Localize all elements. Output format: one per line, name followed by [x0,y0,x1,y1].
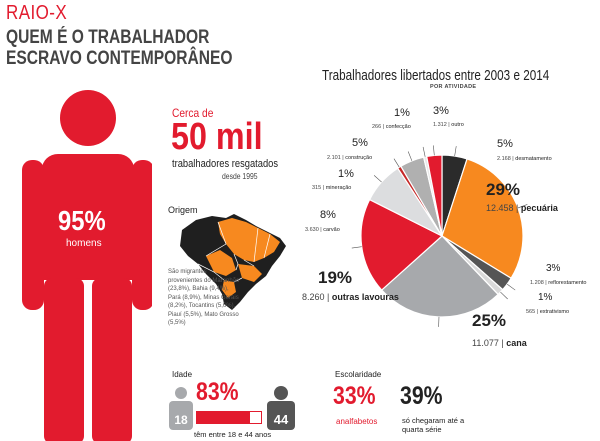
slice-pct-extrativismo: 1% [538,292,553,303]
men-percentage: 95% [58,205,106,236]
pie-slice-outras-lavouras [360,198,444,291]
slice-pct-outras-lavouras: 19% [318,268,352,287]
leader-line-pecuaria [517,204,528,209]
slice-name-confeccao: confecção [386,124,411,130]
leader-line-outras-lavouras [351,246,362,249]
slice-value-outro: 1.312 [433,122,447,128]
leader-line-reflorestamento [506,283,516,291]
leader-line-extrativismo [500,291,508,300]
education-label: Escolaridade [335,370,382,379]
slice-pct-cana: 25% [472,311,506,330]
leader-line-mineracao [393,158,400,168]
slice-pct-construcao: 5% [352,137,368,149]
slice-value-construcao: 2.101 [327,155,341,161]
school-label: só chegaram até a quarta série [402,416,465,434]
chart-title: Trabalhadores libertados entre 2003 e 20… [322,67,550,84]
brazil-map-icon [180,214,286,310]
slice-value-mineracao: 315 [312,185,321,191]
slice-value-confeccao: 266 [372,124,381,130]
illiterate-label: analfabetos [336,417,378,426]
rescued-number: 50 mil [171,116,263,158]
cerca-label: Cerca de [172,106,214,120]
leader-line-outro [433,145,435,156]
slice-name-construcao: construção [345,155,372,161]
slice-name-mineracao: mineração [326,185,352,191]
slice-value-pecuaria: 12.458 [486,203,514,213]
leader-line-desmatamento [454,146,457,157]
men-label: homens [66,238,102,249]
slice-label-outras-lavouras: 8.260 | outras lavouras [302,292,399,302]
slice-name-outras-lavouras: outras lavouras [332,292,399,302]
slice-pct-desmatamento: 5% [497,138,513,150]
rescued-since: desde 1995 [222,172,258,181]
slice-value-desmatamento: 2.168 [497,156,511,162]
rescued-label: trabalhadores resgatados [172,158,279,170]
man-figure-icon [22,90,152,441]
leader-line-carvao [373,175,382,183]
chart-subtitle: POR ATIVIDADE [430,84,477,90]
slice-name-outro: outro [451,122,464,128]
slice-value-cana: 11.077 [472,338,499,348]
age-max-value: 44 [274,412,289,427]
slice-name-extrativismo: extrativismo [540,309,569,315]
illiterate-percentage: 33% [333,382,376,410]
slice-value-extrativismo: 565 [526,309,535,315]
age-max-figure-icon: 44 [267,386,295,430]
slice-name-reflorestamento: reflorestamento [548,280,586,286]
kicker: RAIO-X [6,2,68,24]
slice-pct-reflorestamento: 3% [546,263,561,274]
slice-name-desmatamento: desmatamento [515,156,551,162]
age-min-figure-icon: 18 [169,387,193,430]
age-range-text: têm entre 18 e 44 anos [194,430,272,439]
slice-name-pecuaria: pecuária [521,203,559,213]
origin-text: São migrantes provenientes do Maranhão (… [168,269,240,326]
school-percentage: 39% [400,382,443,410]
slice-value-reflorestamento: 1.208 [530,280,544,286]
slice-label-cana: 11.077 | cana [472,338,528,348]
slice-label-reflorestamento: 1.208 | reflorestamento [530,280,586,286]
age-bar [196,411,262,424]
slice-label-outro: 1.312 | outro [433,122,464,128]
slice-label-extrativismo: 565 | extrativismo [526,309,569,315]
slice-pct-pecuaria: 29% [486,180,520,199]
leader-line-confeccao [422,146,426,157]
headline: QUEM É O TRABALHADOR ESCRAVO CONTEMPORÂN… [6,27,260,69]
slice-value-outras-lavouras: 8.260 [302,292,325,302]
headline-line-1: QUEM É O TRABALHADOR [6,27,210,48]
slice-value-carvao: 3.630 [305,227,319,233]
age-min-value: 18 [174,413,188,427]
age-bar-fill [197,412,251,423]
slice-label-construcao: 2.101 | construção [327,155,372,161]
slice-name-carvao: carvão [323,227,340,233]
origin-title: Origem [168,205,198,215]
age-percentage: 83% [196,378,239,406]
slice-label-desmatamento: 2.168 | desmatamento [497,156,552,162]
slice-pct-mineracao: 1% [338,168,354,180]
slice-name-cana: cana [506,338,528,348]
slice-pct-confeccao: 1% [394,107,410,119]
slice-label-mineracao: 315 | mineração [312,185,351,191]
age-label: Idade [172,370,193,379]
slice-label-carvao: 3.630 | carvão [305,227,340,233]
slice-pct-carvao: 8% [320,209,336,221]
headline-line-2: ESCRAVO CONTEMPORÂNEO [6,48,233,69]
leader-line-construcao [407,151,413,161]
slice-label-pecuaria: 12.458 | pecuária [486,203,559,213]
slice-label-confeccao: 266 | confecção [372,124,411,130]
slice-pct-outro: 3% [433,105,449,117]
